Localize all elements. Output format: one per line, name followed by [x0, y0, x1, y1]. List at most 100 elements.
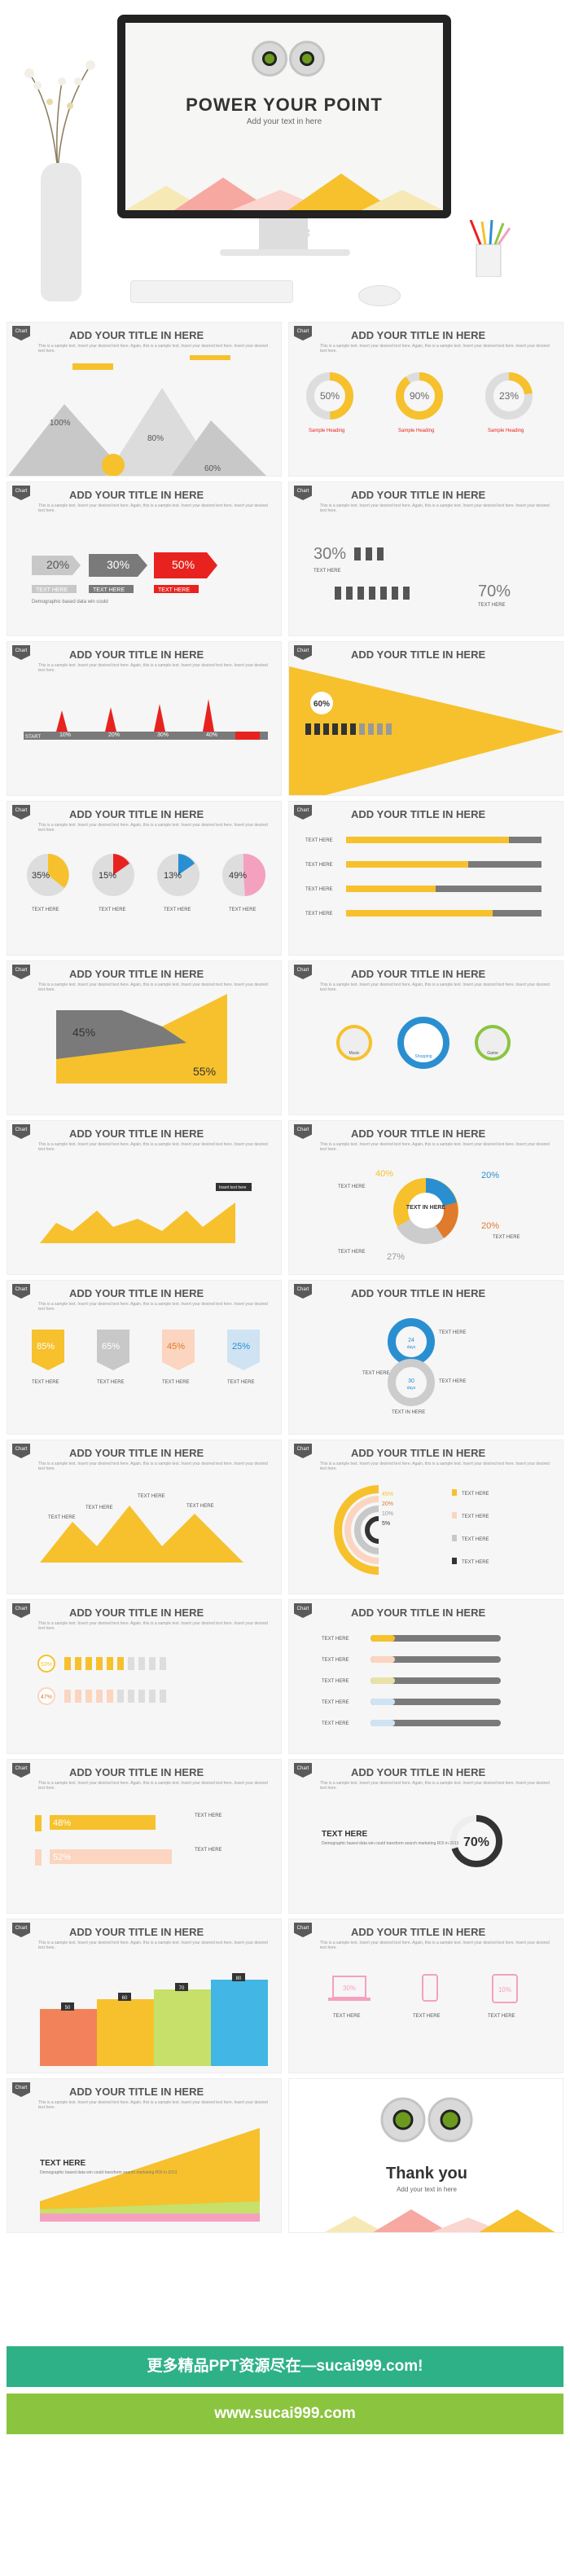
pill-label-4: TEXT HERE	[322, 1700, 349, 1705]
chart-tag: Chart	[12, 326, 30, 341]
yellow-line-area-chart: Insert text here	[40, 1183, 252, 1243]
tag-label-2: TEXT HERE	[97, 1380, 125, 1385]
mountain-chart: 100% 80% 60%	[8, 355, 266, 476]
slide-desc: This is a sample text. Insert your desir…	[38, 982, 268, 992]
donut-value-2: 90%	[410, 390, 429, 402]
slide-14: Chart ADD YOUR TITLE IN HERE 24 days 30 …	[288, 1280, 563, 1435]
slide-title: ADD YOUR TITLE IN HERE	[69, 489, 204, 501]
step-1: 20%	[46, 558, 69, 571]
hero-title: POWER YOUR POINT	[186, 95, 383, 115]
slide-title: ADD YOUR TITLE IN HERE	[351, 1447, 486, 1459]
step-label-1: TEXT HERE	[36, 587, 68, 593]
timeline-start: START	[25, 735, 41, 740]
chart-tag: Chart	[294, 965, 312, 979]
slide-desc: This is a sample text. Insert your desir…	[38, 503, 268, 513]
chart-tag: Chart	[294, 1923, 312, 1937]
pie-label-3: TEXT HERE	[164, 908, 191, 912]
stack-caption: Demographic based data win could transfo…	[40, 2170, 178, 2175]
gear-value-4: 27%	[387, 1252, 405, 1262]
gauge-chart: 70% TEXT HERE Demographic based data win…	[322, 1815, 502, 1867]
slide-title: ADD YOUR TITLE IN HERE	[69, 648, 204, 661]
label-80: 80%	[147, 434, 164, 443]
pill-bars-chart: TEXT HERE TEXT HERE TEXT HERE TEXT HERE …	[322, 1635, 501, 1726]
mouse	[358, 285, 401, 306]
device-label-1: TEXT HERE	[333, 2014, 361, 2019]
loop-unit-2: days	[407, 1386, 416, 1391]
chart-tag: Chart	[12, 2082, 30, 2097]
half-rings-chart: 45% 20% 10% 5% TEXT HERE TEXT HERE TEXT …	[334, 1485, 489, 1575]
gear-label-2: TEXT HERE	[493, 1235, 520, 1240]
pill-label-2: TEXT HERE	[322, 1658, 349, 1663]
slide-title: ADD YOUR TITLE IN HERE	[69, 968, 204, 980]
monitor: POWER YOUR POINT Add your text in here 菜…	[117, 15, 451, 239]
heading-1: Sample Heading	[309, 429, 344, 433]
yellow-peaks-chart: TEXT HERE TEXT HERE TEXT HERE TEXT HERE	[40, 1494, 243, 1563]
slide-title: ADD YOUR TITLE IN HERE	[69, 1128, 204, 1140]
people-label-1: TEXT HERE	[314, 569, 341, 574]
slide-6: Chart ADD YOUR TITLE IN HERE 60%	[288, 641, 563, 796]
thanks-title: Thank you	[386, 2165, 467, 2183]
chart-tag: Chart	[294, 1284, 312, 1299]
chart-tag: Chart	[12, 1923, 30, 1937]
game-label: Game	[487, 1051, 498, 1056]
pill-label-5: TEXT HERE	[322, 1721, 349, 1726]
gear-value-3: 20%	[481, 1221, 499, 1231]
colored-bars-chart: 50 60 70 80	[40, 1973, 268, 2066]
slide-7: Chart ADD YOUR TITLE IN HERE This is a s…	[7, 801, 282, 956]
slide-desc: This is a sample text. Insert your desir…	[38, 1142, 268, 1152]
step-caption: Demographic based data win could	[32, 600, 108, 604]
pie-value-3: 13%	[164, 871, 182, 881]
pie-value-4: 49%	[229, 871, 247, 881]
site-link-banner[interactable]: www.sucai999.com	[7, 2394, 563, 2434]
loop-label-3: TEXT HERE	[439, 1379, 467, 1384]
loop-label-1: TEXT HERE	[439, 1330, 467, 1335]
callout-text: Insert text here	[219, 1185, 247, 1190]
yellow-funnel-chart: 60%	[289, 666, 563, 795]
heading-2: Sample Heading	[398, 429, 434, 433]
donut-value-3: 23%	[499, 390, 519, 402]
slide-21: Chart ADD YOUR TITLE IN HERE This is a s…	[7, 1919, 282, 2073]
promo-banner[interactable]: 更多精品PPT资源尽在—sucai999.com!	[7, 2346, 563, 2387]
device-label-2: TEXT HERE	[413, 2014, 441, 2019]
pill-label-3: TEXT HERE	[322, 1679, 349, 1684]
slide-title: ADD YOUR TITLE IN HERE	[351, 329, 486, 341]
slide-desc: This is a sample text. Insert your desir…	[38, 823, 268, 833]
bar-top-4: 80	[236, 1976, 242, 1981]
ring-value-1: 45%	[382, 1492, 393, 1497]
slide-11: Chart ADD YOUR TITLE IN HERE This is a s…	[7, 1120, 282, 1275]
people-value-1: 30%	[314, 545, 346, 563]
slide-title: ADD YOUR TITLE IN HERE	[351, 1128, 486, 1140]
gear-value-2: 20%	[481, 1171, 499, 1180]
loop-value-2: 30	[408, 1378, 414, 1384]
chart-tag: Chart	[12, 1763, 30, 1778]
slide-title: ADD YOUR TITLE IN HERE	[351, 648, 486, 661]
donut-row-chart: 50% 90% 23% Sample Heading Sample Headin…	[306, 372, 533, 433]
tag-label-4: TEXT HERE	[227, 1380, 255, 1385]
loop-chart: 24 days 30 days TEXT HERE TEXT HERE TEXT…	[362, 1318, 467, 1415]
slide-desc: This is a sample text. Insert your desir…	[38, 1941, 268, 1950]
peak-label-4: TEXT HERE	[186, 1504, 214, 1509]
slide-title: ADD YOUR TITLE IN HERE	[69, 1447, 204, 1459]
chart-tag: Chart	[294, 1124, 312, 1139]
slide-10: Chart ADD YOUR TITLE IN HERE This is a s…	[288, 961, 563, 1115]
slide-5: Chart ADD YOUR TITLE IN HERE This is a s…	[7, 641, 282, 796]
stack-label: TEXT HERE	[40, 2159, 86, 2168]
slide-1: Chart ADD YOUR TITLE IN HERE This is a s…	[7, 322, 282, 477]
ring-label-1: TEXT HERE	[462, 1492, 489, 1497]
area-value-2: 55%	[193, 1065, 216, 1078]
label-60: 60%	[204, 464, 221, 473]
slide-17: Chart ADD YOUR TITLE IN HERE This is a s…	[7, 1599, 282, 1754]
chart-tag: Chart	[12, 1124, 30, 1139]
slide-desc: This is a sample text. Insert your desir…	[38, 344, 268, 354]
people-chart: 30% TEXT HERE 70% TEXT HERE	[314, 545, 511, 608]
chart-tag: Chart	[12, 965, 30, 979]
chart-tag: Chart	[12, 1444, 30, 1458]
chart-tag: Chart	[294, 1763, 312, 1778]
hero-mountains	[125, 174, 443, 210]
chart-tag: Chart	[12, 486, 30, 500]
donut-value-1: 50%	[320, 390, 340, 402]
bar-top-3: 70	[179, 1986, 185, 1991]
label-100: 100%	[50, 419, 71, 428]
bar-top-1: 50	[65, 2006, 71, 2011]
slide-8: Chart ADD YOUR TITLE IN HERE TEXT HERE T…	[288, 801, 563, 956]
